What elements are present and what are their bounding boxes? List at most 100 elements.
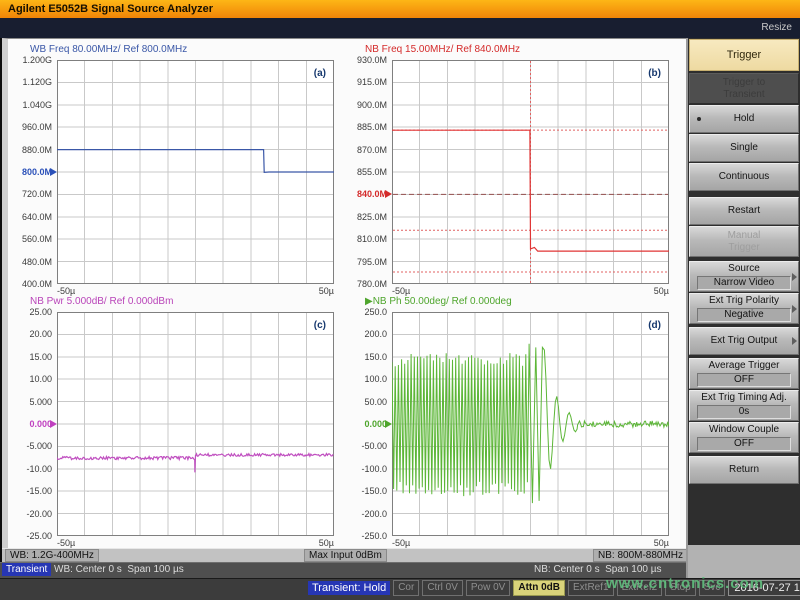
- softkey-continuous[interactable]: Continuous: [689, 163, 799, 191]
- plot-a-title: WB Freq 80.00MHz/ Ref 800.0MHz: [30, 44, 187, 55]
- nb-range-label: NB: 800M-880MHz: [593, 549, 688, 562]
- status-segment-extref1: ExtRef1: [568, 580, 614, 596]
- plot-c-ref-level: 0.000: [4, 419, 52, 429]
- softkey-source[interactable]: SourceNarrow Video: [689, 261, 799, 292]
- softkey-ext-trig-polarity-value: Negative: [697, 308, 792, 322]
- softkey-ext-trig-polarity-submenu-arrow: [792, 305, 797, 313]
- plot-d-ref-marker: [385, 420, 392, 428]
- sidebar-bottom-bezel: [686, 545, 800, 578]
- status-mode-badge: Transient: Hold: [308, 581, 390, 595]
- datetime-display: 2016-07-27 17:37: [728, 580, 800, 596]
- softkey-average-trigger-value: OFF: [697, 373, 792, 387]
- plot-b-ref-level: 840.0M: [339, 189, 387, 199]
- plot-a-ytick: 1.040G: [4, 100, 52, 110]
- plot-b-xtick-right: 50µ: [637, 286, 669, 296]
- softkey-ext-trig-timing-adj[interactable]: Ext Trig Timing Adj.0s: [689, 390, 799, 421]
- plot-c-ytick: 10.00: [4, 374, 52, 384]
- softkey-ext-trig-output-label: Ext Trig Output: [711, 335, 778, 347]
- nb-center-span-label: NB: Center 0 s Span 100 µs: [534, 563, 662, 577]
- plot-b-ytick: 900.0M: [339, 100, 387, 110]
- transient-window-badge: Transient: [2, 563, 51, 576]
- plot-a-ytick: 720.0M: [4, 189, 52, 199]
- plot-c-ytick: -5.000: [4, 441, 52, 451]
- plot-a-ref-marker: [50, 168, 57, 176]
- status-segment-extref2: ExtRef2: [617, 580, 663, 596]
- softkey-return[interactable]: Return: [689, 456, 799, 484]
- plot-b-ytick: 780.0M: [339, 279, 387, 289]
- plot-d-ytick: -200.0: [339, 509, 387, 519]
- plot-a-ytick: 880.0M: [4, 145, 52, 155]
- plot-a-ytick: 480.0M: [4, 257, 52, 267]
- softkey-average-trigger-label: Average Trigger: [709, 360, 780, 372]
- status-items: Transient: HoldCorCtrl 0VPow 0VAttn 0dBE…: [308, 580, 800, 596]
- plot-a-xtick-right: 50µ: [302, 286, 334, 296]
- plot-b-ref-marker: [385, 190, 392, 198]
- softkey-window-couple[interactable]: Window CoupleOFF: [689, 422, 799, 453]
- plot-c-ytick: -10.00: [4, 464, 52, 474]
- plot-a-ytick: 960.0M: [4, 122, 52, 132]
- status-segment-cor: Cor: [393, 580, 419, 596]
- plot-a-ref-level: 800.0M: [4, 167, 52, 177]
- plot-a-ytick: 400.0M: [4, 279, 52, 289]
- plot-c-corner-label: (c): [314, 320, 326, 331]
- plot-c-ytick: 25.00: [4, 307, 52, 317]
- softkey-restart[interactable]: Restart: [689, 197, 799, 225]
- plot-b-ytick: 795.0M: [339, 257, 387, 267]
- plot-b-ytick: 885.0M: [339, 122, 387, 132]
- plot-b-title: NB Freq 15.00MHz/ Ref 840.0MHz: [365, 44, 520, 55]
- softkey-manual-trigger: ManualTrigger: [689, 226, 799, 257]
- softkey-trigger-to-transient-label: Trigger to: [723, 77, 765, 89]
- instrument-screen: Agilent E5052B Signal Source Analyzer Re…: [0, 0, 800, 600]
- resize-button[interactable]: Resize: [761, 22, 792, 33]
- plot-b-ytick: 855.0M: [339, 167, 387, 177]
- plot-d-ytick: -250.0: [339, 531, 387, 541]
- plot-d-ytick: 200.0: [339, 329, 387, 339]
- status-segment-svc: Svc: [699, 580, 726, 596]
- max-input-label: Max Input 0dBm: [304, 549, 387, 562]
- plot-d-corner-label: (d): [648, 320, 661, 331]
- softkey-window-couple-label: Window Couple: [709, 424, 779, 436]
- plot-c-ytick: -20.00: [4, 509, 52, 519]
- plot-d-xtick-left: -50µ: [392, 538, 410, 548]
- status-segment-attn-0db: Attn 0dB: [513, 580, 565, 596]
- softkey-ext-trig-output[interactable]: Ext Trig Output: [689, 327, 799, 355]
- plot-c-ytick: 15.00: [4, 352, 52, 362]
- plot-d-ytick: 100.0: [339, 374, 387, 384]
- softkey-source-value: Narrow Video: [697, 276, 792, 290]
- softkey-return-label: Return: [729, 464, 759, 476]
- status-segment-ctrl-0v: Ctrl 0V: [422, 580, 463, 596]
- plot-d-ref-level: 0.000: [339, 419, 387, 429]
- plot-b-ytick: 810.0M: [339, 234, 387, 244]
- plot-c-xtick-right: 50µ: [302, 538, 334, 548]
- softkey-menu-title[interactable]: Trigger: [689, 39, 799, 71]
- plot-b-ytick: 870.0M: [339, 145, 387, 155]
- softkey-list: Trigger toTransientHoldSingle Continuous R…: [688, 73, 800, 484]
- menu-strip: Resize: [0, 18, 800, 38]
- plot-a-ytick: 560.0M: [4, 234, 52, 244]
- softkey-source-submenu-arrow: [792, 273, 797, 281]
- status-segment-stop: Stop: [665, 580, 696, 596]
- plot-b-ytick: 915.0M: [339, 77, 387, 87]
- softkey-continuous-label: Continuous: [719, 171, 770, 183]
- plot-b-xtick-left: -50µ: [392, 286, 410, 296]
- title-bar: Agilent E5052B Signal Source Analyzer: [0, 0, 800, 18]
- softkey-ext-trig-polarity-label: Ext Trig Polarity: [709, 295, 779, 307]
- app-title: Agilent E5052B Signal Source Analyzer: [8, 3, 213, 15]
- plot-c-ytick: -15.00: [4, 486, 52, 496]
- plot-d-ytick: -100.0: [339, 464, 387, 474]
- plot-c-title: NB Pwr 5.000dB/ Ref 0.000dBm: [30, 296, 173, 307]
- plot-b-ytick: 825.0M: [339, 212, 387, 222]
- plot-d-title: ▶NB Ph 50.00deg/ Ref 0.000deg: [365, 296, 512, 307]
- wb-range-label: WB: 1.2G-400MHz: [5, 549, 99, 562]
- plot-b-corner-label: (b): [648, 68, 661, 79]
- plot-d-canvas: (d): [392, 312, 669, 536]
- wb-center-span-label: WB: Center 0 s Span 100 µs: [54, 563, 184, 577]
- softkey-hold[interactable]: Hold: [689, 105, 799, 133]
- softkey-single[interactable]: Single: [689, 134, 799, 162]
- softkey-ext-trig-polarity[interactable]: Ext Trig PolarityNegative: [689, 293, 799, 324]
- softkey-average-trigger[interactable]: Average TriggerOFF: [689, 358, 799, 389]
- softkey-trigger-to-transient: Trigger toTransient: [689, 73, 799, 104]
- plot-b-ytick: 930.0M: [339, 55, 387, 65]
- softkey-ext-trig-timing-adj-value: 0s: [697, 405, 792, 419]
- plot-a-canvas: (a): [57, 60, 334, 284]
